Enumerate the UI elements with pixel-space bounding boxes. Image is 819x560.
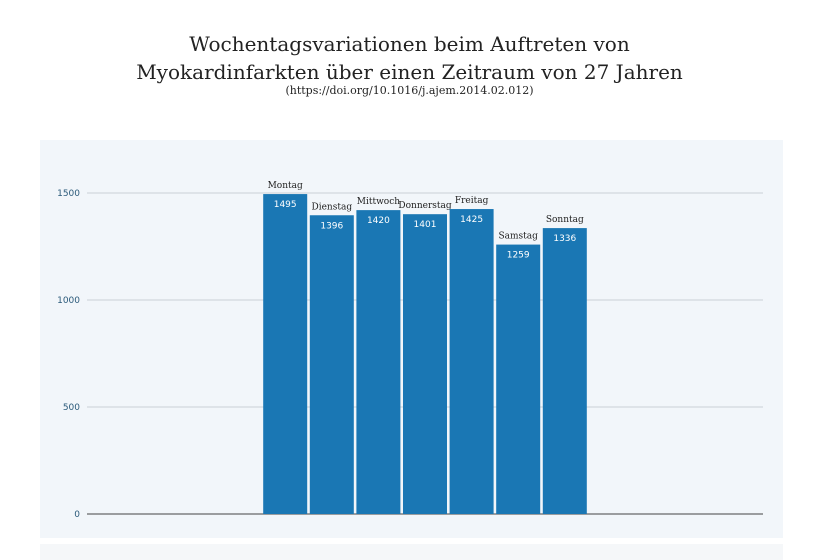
bar [263, 194, 308, 514]
y-tick-label: 1000 [57, 296, 80, 306]
footer-strip [40, 544, 783, 560]
data-label: 1425 [460, 215, 483, 225]
data-label: 1259 [507, 251, 530, 261]
category-label: Freitag [455, 196, 489, 206]
bar [542, 228, 587, 514]
y-tick-label: 1500 [57, 189, 80, 199]
chart-title-line2: Myokardinfarkten über einen Zeitraum von… [136, 60, 683, 84]
data-label: 1401 [414, 220, 437, 230]
category-label: Dienstag [312, 202, 353, 212]
y-tick-label: 0 [74, 510, 80, 520]
bar [403, 214, 447, 514]
bar [496, 244, 541, 514]
category-label: Montag [268, 181, 303, 191]
chart-subtitle: (https://doi.org/10.1016/j.ajem.2014.02.… [285, 84, 534, 97]
y-tick-label: 500 [63, 403, 80, 413]
data-label: 1396 [320, 221, 343, 231]
data-label: 1336 [553, 234, 576, 244]
bar [309, 215, 354, 515]
category-label: Mittwoch [357, 197, 400, 207]
category-label: Sonntag [546, 215, 584, 225]
bar [356, 210, 401, 514]
category-label: Samstag [498, 232, 538, 242]
data-label: 1420 [367, 216, 390, 226]
chart-title: Wochentagsvariationen beim Auftreten von [189, 32, 630, 56]
category-label: Donnerstag [398, 201, 451, 211]
bar [449, 209, 494, 515]
data-label: 1495 [274, 200, 297, 210]
